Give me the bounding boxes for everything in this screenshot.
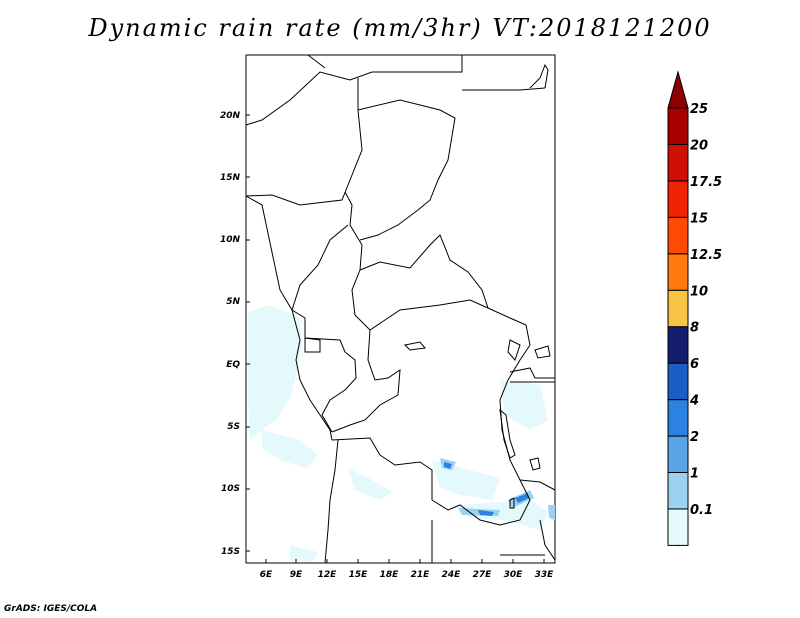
lon-label-21e: 21E — [411, 570, 431, 580]
credit-text: GrADS: IGES/COLA — [4, 604, 98, 614]
colorbar-segment — [667, 472, 689, 510]
coast-red-sea — [529, 63, 549, 89]
lake-mai-ndombe — [403, 341, 426, 351]
colorbar-label: 15 — [690, 211, 708, 226]
colorbar-segment — [667, 253, 689, 291]
precip-patch-west-coast — [248, 305, 302, 440]
lon-label-9e: 9E — [290, 570, 303, 580]
lat-label-10s: 10S — [221, 484, 240, 494]
lake-victoria — [534, 345, 551, 359]
border-car — [359, 234, 489, 309]
lake-mweru — [509, 497, 515, 509]
lon-label-27e: 27E — [473, 570, 493, 580]
coast-west-africa — [245, 195, 333, 441]
colorbar-legend: 0.1 1 2 4 6 8 10 12.5 15 17.5 20 25 — [667, 70, 722, 547]
border-chad — [357, 99, 456, 241]
border-gabon-congo — [291, 309, 357, 433]
lon-label-33e: 33E — [535, 570, 555, 580]
colorbar-label: 20 — [690, 138, 708, 153]
border-north-1 — [245, 55, 463, 160]
border-car-drc — [351, 269, 527, 331]
lake-albert — [507, 339, 521, 361]
precip-patch-lakes — [500, 380, 548, 430]
lat-label-20n: 20N — [220, 111, 241, 121]
border-drc-angola-zambia — [331, 437, 531, 526]
colorbar-label: 10 — [690, 284, 708, 299]
colorbar-label: 4 — [689, 394, 699, 409]
lat-label-15n: 15N — [220, 173, 241, 183]
lat-label-5n: 5N — [226, 297, 240, 307]
precip-heavy-2 — [515, 493, 529, 503]
lon-label-15e: 15E — [349, 570, 369, 580]
precip-patch-angola-south — [290, 545, 318, 562]
lat-label-eq: EQ — [226, 360, 240, 370]
colorbar-label: 17.5 — [690, 175, 722, 190]
border-angola-west — [324, 439, 339, 564]
lon-label-24e: 24E — [442, 570, 462, 580]
precip-heavy-1 — [444, 462, 452, 469]
colorbar-segment — [667, 216, 689, 255]
border-north-2 — [307, 54, 326, 69]
colorbar-segment — [667, 143, 689, 182]
colorbar-segment — [667, 180, 689, 218]
lat-label-15s: 15S — [221, 547, 240, 557]
latitude-axis: 20N 15N 10N 5N EQ 5S 10S 15S — [220, 111, 250, 557]
lon-label-30e: 30E — [504, 570, 524, 580]
lakes — [403, 339, 551, 509]
border-cameroon-chad — [344, 191, 363, 271]
lon-label-18e: 18E — [380, 570, 400, 580]
colorbar-label: 12.5 — [690, 248, 722, 263]
lat-label-5s: 5S — [227, 422, 240, 432]
coastline — [245, 63, 549, 441]
border-nigeria-cameroon — [291, 224, 349, 311]
colorbar-top-triangle — [667, 70, 689, 109]
colorbar-label: 6 — [690, 357, 699, 372]
colorbar-segment — [667, 508, 689, 546]
map-title: Dynamic rain rate (mm/3hr) VT:2018121200 — [88, 14, 712, 42]
precip-moderate-4 — [548, 505, 555, 520]
colorbar-segment — [667, 107, 689, 145]
lon-label-12e: 12E — [318, 570, 338, 580]
country-borders — [245, 54, 556, 564]
precipitation-field — [248, 305, 548, 562]
map-area — [245, 54, 556, 564]
colorbar-label: 25 — [690, 102, 708, 117]
map-frame — [245, 54, 556, 564]
precip-heavy-3 — [478, 510, 494, 516]
colorbar-segment — [667, 326, 689, 364]
border-uganda-kenya — [509, 367, 555, 379]
precip-patch-gulf — [262, 430, 318, 468]
colorbar-label: 2 — [690, 430, 699, 445]
precip-patch-angola — [348, 468, 392, 500]
precip-patch-south-congo — [432, 460, 500, 500]
lake-malawi — [529, 457, 541, 471]
lake-tanganyika — [499, 408, 516, 459]
colorbar-segment — [667, 435, 689, 473]
colorbar-label: 0.1 — [690, 503, 713, 518]
border-malawi — [519, 479, 556, 491]
border-eq-guinea — [304, 337, 321, 353]
border-egypt-sudan — [462, 87, 546, 91]
border-mozambique — [539, 519, 556, 561]
precipitation-field-heavy — [444, 462, 529, 516]
colorbar-segment — [667, 362, 689, 401]
colorbar-segment — [667, 399, 689, 437]
colorbar-segment — [667, 289, 689, 328]
border-congo-drc — [331, 329, 401, 433]
lat-label-10n: 10N — [220, 235, 241, 245]
colorbar-label: 1 — [690, 467, 699, 482]
lon-label-6e: 6E — [260, 570, 273, 580]
colorbar-label: 8 — [690, 321, 699, 336]
longitude-axis: 6E 9E 12E 15E 18E 21E 24E 27E 30E 33E — [260, 559, 554, 580]
